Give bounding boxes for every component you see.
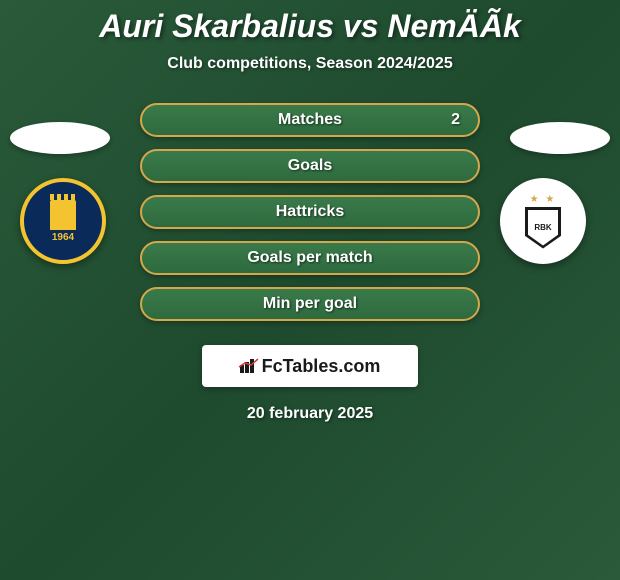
right-ellipse-decoration [510,122,610,154]
stat-row-min-per-goal: Min per goal [140,287,480,321]
team-badge-right: ★ ★ RBK [500,178,600,264]
stat-value: 2 [451,111,460,129]
stat-label: Min per goal [263,295,357,313]
stat-label: Goals [288,157,332,175]
brondby-year: 1964 [52,232,74,243]
stat-label: Matches [278,111,342,129]
page-title: Auri Skarbalius vs NemÄÃk [99,8,521,45]
stat-row-goals: Goals [140,149,480,183]
date-label: 20 february 2025 [247,405,373,423]
left-ellipse-decoration [10,122,110,154]
rosenborg-shield-icon: RBK [525,207,561,249]
stat-label: Hattricks [276,203,344,221]
stat-row-matches: Matches 2 [140,103,480,137]
brondby-crest: 1964 [20,178,106,264]
chart-bars-icon [240,359,258,373]
brand-logo: FcTables.com [240,356,381,377]
brand-box[interactable]: FcTables.com [202,345,418,387]
team-badge-left: 1964 [20,178,120,264]
stat-row-goals-per-match: Goals per match [140,241,480,275]
brondby-tower-icon [50,200,76,230]
stat-label: Goals per match [247,249,372,267]
rosenborg-stars-icon: ★ ★ [530,194,557,205]
page-subtitle: Club competitions, Season 2024/2025 [167,55,452,73]
brand-name: FcTables.com [262,356,381,377]
rosenborg-crest: ★ ★ RBK [500,178,586,264]
stat-row-hattricks: Hattricks [140,195,480,229]
chart-line-icon [238,357,260,369]
rosenborg-abbr: RBK [534,223,551,232]
